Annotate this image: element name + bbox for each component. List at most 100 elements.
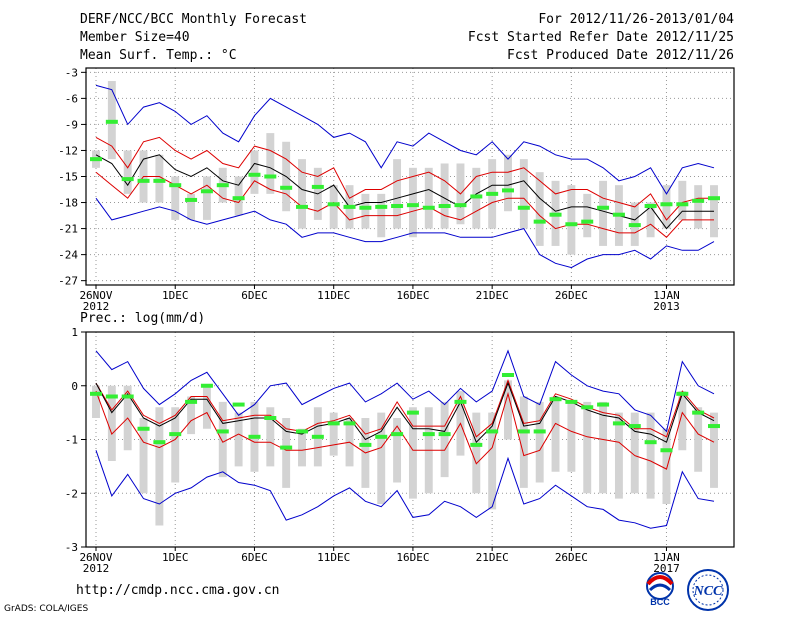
spread-box [234, 412, 243, 467]
median-marker [454, 399, 467, 404]
median-marker [248, 172, 261, 177]
grads-credit: GrADS: COLA/IGES [4, 604, 89, 614]
median-marker [391, 432, 404, 437]
spread-box [187, 193, 196, 220]
series-line-max [95, 349, 715, 433]
x-tick-label: 6DEC [241, 289, 268, 302]
x-year-label: 2012 [83, 562, 110, 575]
median-marker [391, 204, 404, 209]
median-marker [422, 432, 435, 437]
spread-box [266, 133, 275, 194]
spread-box [599, 401, 608, 494]
median-marker [375, 204, 388, 209]
median-marker [359, 205, 372, 210]
source-url[interactable]: http://cmdp.ncc.cma.gov.cn [76, 583, 280, 598]
median-marker [327, 421, 340, 426]
median-marker [296, 429, 308, 434]
spread-box [329, 185, 338, 229]
spread-box [662, 185, 671, 229]
median-marker [565, 222, 578, 227]
plot-frame [85, 67, 735, 286]
median-marker [676, 391, 689, 396]
spread-box [567, 185, 576, 255]
median-marker [169, 183, 182, 188]
median-marker [200, 189, 213, 194]
forecast-period: For 2012/11/26-2013/01/04 [538, 12, 734, 27]
plot-frame [85, 331, 735, 548]
y-tick-label: -24 [58, 249, 78, 262]
spread-box [710, 412, 718, 488]
median-marker [248, 434, 261, 439]
spread-box [266, 407, 275, 467]
median-marker [200, 383, 213, 388]
ncc-logo: NCC [687, 569, 729, 611]
x-tick-label: 16DEC [396, 551, 429, 564]
y-tick-label: 0 [71, 380, 78, 393]
ncc-logo-text: NCC [693, 584, 723, 599]
median-marker [533, 429, 546, 434]
y-tick-label: -1 [65, 434, 78, 447]
spread-box [408, 407, 417, 499]
spread-box [583, 401, 592, 494]
x-tick-label: 26NOV [79, 551, 112, 564]
median-marker [438, 204, 451, 209]
median-marker [375, 434, 388, 439]
median-marker [311, 184, 324, 189]
median-marker [502, 188, 514, 193]
bcc-logo-text: BCC [650, 597, 670, 607]
spread-box [155, 154, 164, 203]
median-marker [581, 405, 594, 410]
spread-box [361, 193, 370, 229]
spread-box [377, 412, 386, 504]
spread-box [440, 163, 449, 229]
spread-box [519, 159, 528, 229]
spread-box [567, 401, 576, 472]
median-marker [185, 197, 198, 202]
series-line-lower [95, 171, 714, 238]
median-marker [232, 402, 245, 407]
spread-box [393, 159, 402, 229]
spread-box [599, 180, 608, 246]
spread-box [646, 202, 655, 238]
y-tick-label: -3 [65, 66, 78, 79]
chart-title: DERF/NCC/BCC Monthly Forecast [80, 12, 307, 27]
median-marker [216, 429, 229, 434]
median-marker [708, 196, 720, 201]
spread-box [551, 396, 560, 472]
spread-box [662, 428, 671, 504]
y-tick-label: 1 [71, 326, 78, 339]
spread-box [472, 412, 481, 494]
median-marker [264, 416, 277, 420]
spread-box [694, 407, 703, 472]
median-marker [438, 432, 451, 437]
x-year-label: 2017 [653, 562, 680, 575]
median-marker [90, 157, 102, 162]
spread-box [614, 412, 623, 499]
series-line-max [95, 84, 715, 195]
x-tick-label: 1JAN [653, 551, 680, 564]
median-marker [581, 219, 594, 224]
spread-box [583, 193, 592, 238]
median-marker [280, 185, 293, 190]
x-tick-label: 26DEC [555, 289, 588, 302]
prec-panel-title: Prec.: log(mm/d) [80, 311, 205, 326]
median-marker [169, 432, 182, 437]
series-line-mean [95, 154, 714, 230]
median-marker [454, 203, 467, 208]
median-marker [470, 442, 483, 447]
spread-box [329, 412, 338, 456]
median-marker [549, 212, 562, 217]
median-marker [137, 426, 150, 431]
median-marker [105, 394, 118, 399]
median-marker [121, 177, 134, 182]
median-marker [406, 203, 419, 208]
spread-box [282, 418, 291, 488]
y-tick-label: -6 [65, 92, 78, 105]
median-marker [486, 191, 499, 196]
median-marker [296, 204, 308, 209]
median-marker [708, 424, 720, 429]
y-tick-label: -27 [58, 275, 78, 288]
spread-box [202, 176, 211, 220]
x-tick-label: 21DEC [476, 551, 509, 564]
